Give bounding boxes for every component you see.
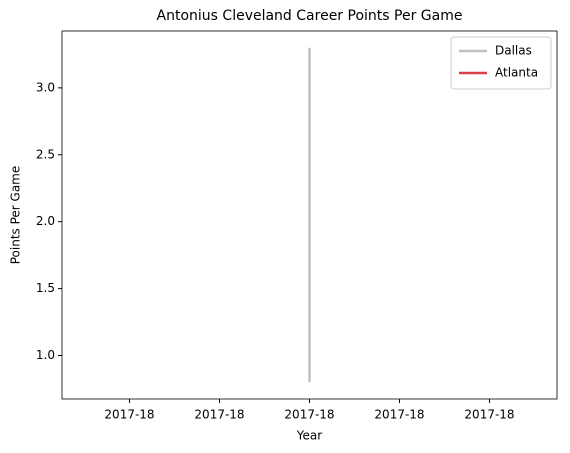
y-tick-label: 1.0 (36, 348, 55, 362)
chart-title: Antonius Cleveland Career Points Per Gam… (157, 8, 463, 24)
y-tick-label: 3.0 (36, 80, 55, 94)
x-tick-label: 2017-18 (284, 408, 334, 422)
x-tick-label: 2017-18 (374, 408, 424, 422)
x-tick-label: 2017-18 (464, 408, 514, 422)
x-tick-label: 2017-18 (104, 408, 154, 422)
y-tick-label: 1.5 (36, 281, 55, 295)
y-tick-label: 2.5 (36, 147, 55, 161)
y-tick-label: 2.0 (36, 214, 55, 228)
legend-label: Atlanta (495, 66, 538, 80)
x-axis-label: Year (296, 429, 322, 443)
x-tick-label: 2017-18 (194, 408, 244, 422)
legend-label: Dallas (495, 44, 532, 58)
axes-frame (61, 30, 558, 400)
y-axis-label: Points Per Game (9, 166, 23, 265)
